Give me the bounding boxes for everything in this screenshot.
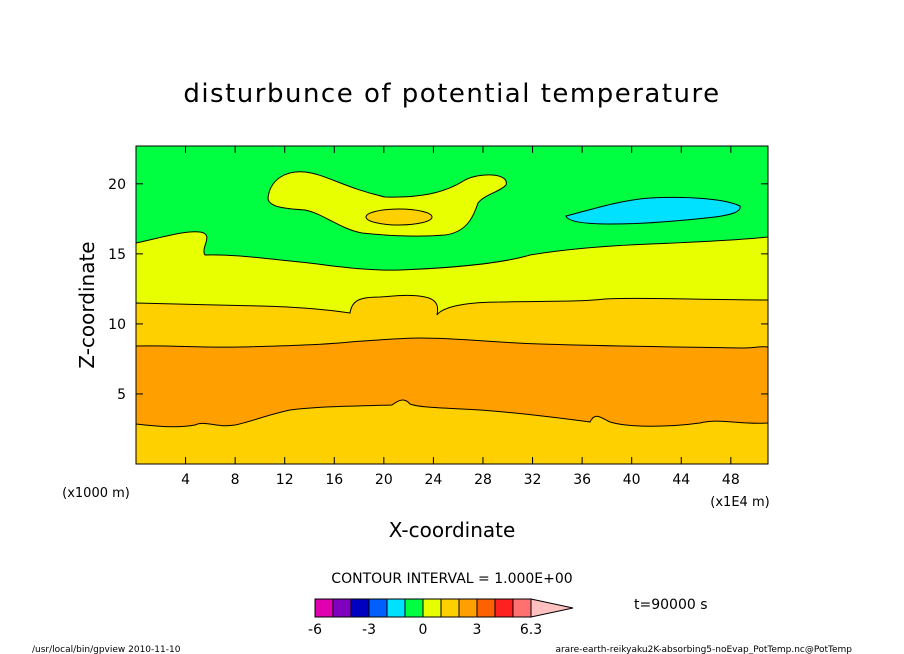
x-tick-label: 48 (722, 472, 740, 488)
colorbar-swatch (404, 598, 424, 618)
x-axis-unit: (x1E4 m) (710, 495, 769, 510)
colorbar-swatch (512, 598, 532, 618)
colorbar-swatch (386, 598, 406, 618)
y-axis-label: Z-coordinate (75, 241, 99, 368)
time-label: t=90000 s (634, 597, 708, 613)
x-tick-label: 44 (672, 472, 690, 488)
x-axis-label: X-coordinate (389, 518, 516, 542)
colorbar-tick-label: -3 (362, 622, 376, 638)
plot-frame (135, 145, 769, 465)
x-tick-label: 40 (623, 472, 641, 488)
colorbar-swatch (440, 598, 460, 618)
colorbar-swatch (332, 598, 352, 618)
x-tick-label: 36 (573, 472, 591, 488)
contour-region-gold-core (365, 208, 433, 226)
colorbar-tick-label: 3 (473, 622, 482, 638)
y-tick-label: 5 (117, 387, 126, 403)
colorbar-swatch (494, 598, 514, 618)
x-tick-label: 8 (231, 472, 240, 488)
contour-region-yellow-island (267, 171, 507, 237)
colorbar-tick-label: -6 (308, 622, 322, 638)
colorbar-swatch (458, 598, 478, 618)
colorbar-swatch (422, 598, 442, 618)
x-axis: 4 8 12 16 20 24 28 32 36 40 44 48 (181, 146, 740, 488)
contour-interval-label: CONTOUR INTERVAL = 1.000E+00 (331, 571, 572, 587)
colorbar-tick-label: 6.3 (520, 622, 542, 638)
y-tick-label: 10 (108, 317, 126, 333)
y-tick-label: 20 (108, 177, 126, 193)
footer-left: /usr/local/bin/gpview 2010-11-10 (32, 645, 181, 654)
x-tick-label: 4 (181, 472, 190, 488)
contour-region-cyan (565, 196, 741, 225)
contour-plot-area (135, 146, 769, 465)
colorbar-arrow (530, 598, 574, 618)
x-tick-label: 28 (474, 472, 492, 488)
y-axis: 5 10 15 20 (108, 177, 768, 403)
colorbar-tick-label: 0 (419, 622, 428, 638)
x-tick-label: 20 (375, 472, 393, 488)
x-tick-label: 12 (276, 472, 294, 488)
footer-right: arare-earth-reikyaku2K-absorbing5-noEvap… (555, 645, 852, 654)
colorbar-swatch (314, 598, 334, 618)
y-tick-label: 15 (108, 247, 126, 263)
colorbar-swatch (476, 598, 496, 618)
colorbar-swatch (350, 598, 370, 618)
contour-region-orange (135, 337, 769, 428)
chart-title: disturbunce of potential temperature (183, 79, 720, 109)
x-tick-label: 32 (524, 472, 542, 488)
y-axis-unit: (x1000 m) (62, 486, 130, 501)
x-tick-label: 16 (325, 472, 343, 488)
x-tick-label: 24 (424, 472, 442, 488)
colorbar-swatch (368, 598, 388, 618)
colorbar: -6 -3 0 3 6.3 (308, 598, 574, 638)
